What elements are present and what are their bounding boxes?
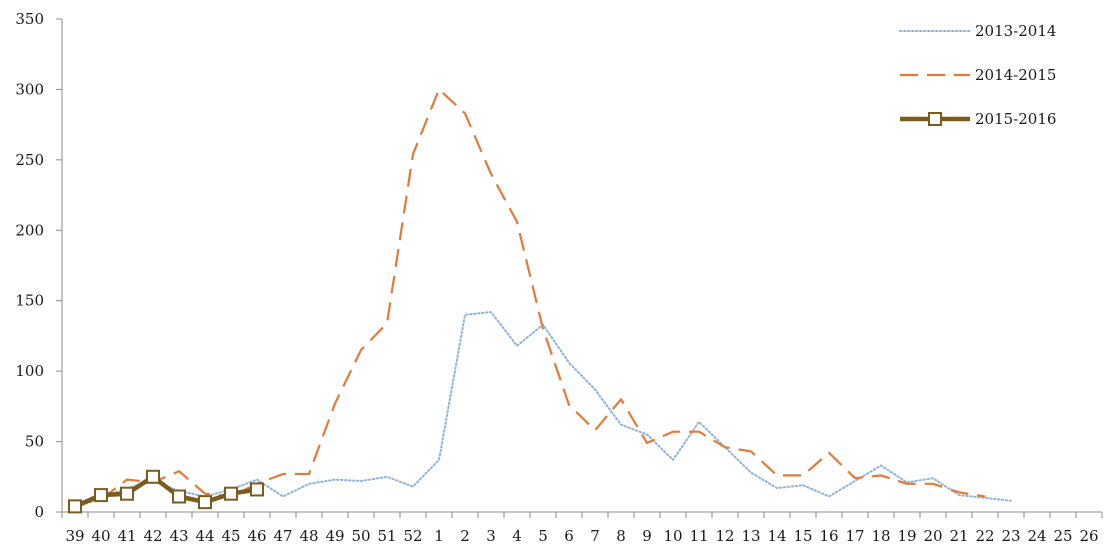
x-tick-label: 47 [273,527,292,545]
x-tick-label: 10 [663,527,682,545]
data-point-marker [120,486,134,501]
x-tick-label: 48 [299,527,318,545]
x-tick-label: 12 [715,527,734,545]
x-tick-label: 13 [741,527,760,545]
x-tick-label: 46 [247,527,266,545]
data-point-marker [224,486,238,501]
legend-label: 2014-2015 [975,66,1056,84]
x-tick-label: 15 [793,527,812,545]
x-tick-label: 50 [351,527,370,545]
legend-item: 2013-2014 [899,22,1056,40]
series-2013-2014 [74,311,1012,509]
data-point-marker [198,495,212,510]
x-tick-label: 4 [512,527,522,545]
legend-marker [928,112,942,126]
data-point-marker [146,469,160,484]
x-tick-label: 8 [616,527,626,545]
x-tick-label: 49 [325,527,344,545]
y-tick-label: 250 [15,151,44,169]
x-axis-ticks: 39 40 41 42 43 44 45 46 47 48 49 50 51 52 1 2 3 4 5 6 7 8 9 10 1… [61,512,1103,545]
x-tick-label: 24 [1027,527,1046,545]
x-tick-label: 16 [819,527,838,545]
x-tick-label: 42 [143,527,162,545]
data-point-marker [68,499,82,514]
x-tick-label: 51 [377,527,396,545]
legend-item: 2015-2016 [900,110,1056,128]
data-point-marker [94,488,108,503]
x-tick-label: 23 [1001,527,1020,545]
x-tick-label: 17 [845,527,864,545]
x-tick-label: 7 [590,527,600,545]
y-tick-label: 150 [15,292,44,310]
x-tick-label: 11 [689,527,708,545]
x-tick-label: 39 [65,527,84,545]
x-tick-label: 3 [486,527,496,545]
x-tick-label: 25 [1053,527,1072,545]
x-tick-label: 6 [564,527,574,545]
legend-label: 2013-2014 [975,22,1056,40]
chart-axes [61,19,1102,513]
series-2015-2016 [68,469,264,514]
y-tick-label: 50 [25,433,44,451]
data-point-marker [250,482,264,497]
x-tick-label: 43 [169,527,188,545]
x-tick-label: 2 [460,527,470,545]
x-tick-label: 14 [767,527,786,545]
x-tick-label: 18 [871,527,890,545]
x-tick-label: 41 [117,527,136,545]
y-tick-label: 300 [15,80,44,98]
x-tick-label: 19 [897,527,916,545]
y-tick-label: 350 [15,10,44,28]
x-tick-label: 26 [1079,527,1098,545]
x-tick-label: 52 [403,527,422,545]
x-tick-label: 40 [91,527,110,545]
y-tick-label: 200 [15,221,44,239]
x-tick-label: 22 [975,527,994,545]
y-axis-ticks: 0 50 100 150 200 250 300 350 [15,10,62,521]
x-tick-label: 1 [434,527,444,545]
x-tick-label: 5 [538,527,548,545]
legend-item: 2014-2015 [900,66,1056,84]
series-2014-2015 [74,88,986,507]
series-line [74,311,1012,509]
legend: 2013-2014 2014-2015 2015-2016 [899,22,1056,128]
x-tick-label: 21 [949,527,968,545]
y-tick-label: 100 [15,362,44,380]
series-line [74,88,986,507]
y-tick-label: 0 [34,503,44,521]
x-tick-label: 20 [923,527,942,545]
data-point-marker [172,489,186,504]
series-layer [68,88,1012,514]
legend-label: 2015-2016 [975,110,1056,128]
x-tick-label: 9 [642,527,652,545]
x-tick-label: 45 [221,527,240,545]
x-tick-label: 44 [195,527,214,545]
